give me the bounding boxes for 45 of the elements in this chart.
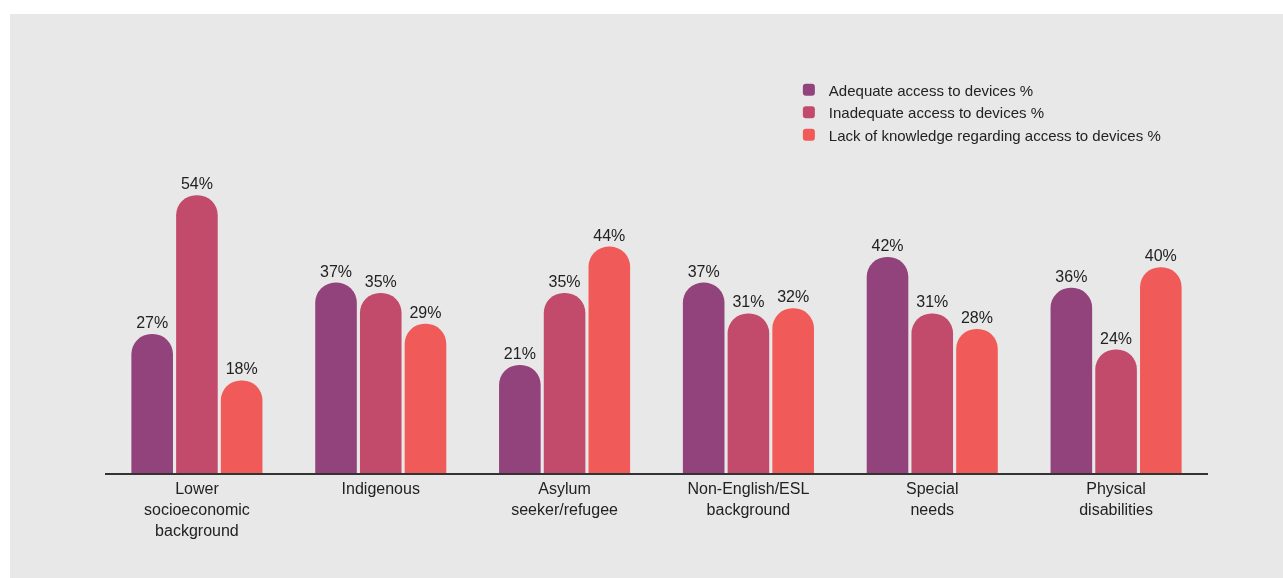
bar [866, 256, 909, 473]
data-label: 37% [687, 262, 720, 280]
legend-label: Lack of knowledge regarding access to devices % [828, 126, 1161, 144]
bar [176, 195, 218, 473]
bar [404, 323, 447, 473]
data-label: 28% [960, 308, 993, 326]
data-label: 31% [732, 293, 765, 311]
x-tick-label: Physical disabilities [1079, 480, 1153, 518]
bar [1050, 287, 1093, 473]
x-tick-label: Asylum seeker/refugee [511, 480, 619, 518]
data-label: 27% [136, 314, 169, 332]
bar [220, 380, 263, 473]
bar [588, 246, 631, 473]
x-tick-label: Indigenous [341, 480, 420, 498]
bar [131, 334, 173, 473]
bar [543, 292, 586, 473]
data-label: 18% [225, 360, 258, 378]
x-tick-label: Lower socioeconomic background [144, 480, 250, 539]
x-tick-label: Non-English/ESL background [687, 480, 810, 518]
bar [1095, 349, 1137, 473]
legend-label: Adequate access to devices % [828, 81, 1034, 99]
data-label: 54% [180, 175, 213, 193]
bar [359, 292, 402, 473]
data-label: 37% [320, 262, 353, 280]
data-label: 32% [777, 288, 810, 306]
data-label: 24% [1100, 329, 1133, 347]
data-label: 29% [409, 303, 442, 321]
data-label: 44% [593, 226, 626, 244]
data-label: 42% [871, 236, 904, 254]
bar [911, 313, 954, 473]
bar [315, 282, 357, 473]
bar [772, 308, 814, 473]
data-label: 40% [1144, 247, 1177, 265]
legend-label: Inadequate access to devices % [828, 104, 1044, 122]
bar [727, 313, 770, 473]
data-label: 35% [364, 272, 397, 290]
bar [682, 282, 725, 473]
data-label: 31% [916, 293, 949, 311]
data-label: 21% [503, 344, 536, 362]
data-label: 36% [1055, 267, 1088, 285]
x-tick-label: Special needs [906, 480, 959, 518]
bar [956, 328, 998, 473]
bar [1140, 267, 1182, 473]
bar [499, 364, 541, 473]
data-label: 35% [548, 272, 581, 290]
